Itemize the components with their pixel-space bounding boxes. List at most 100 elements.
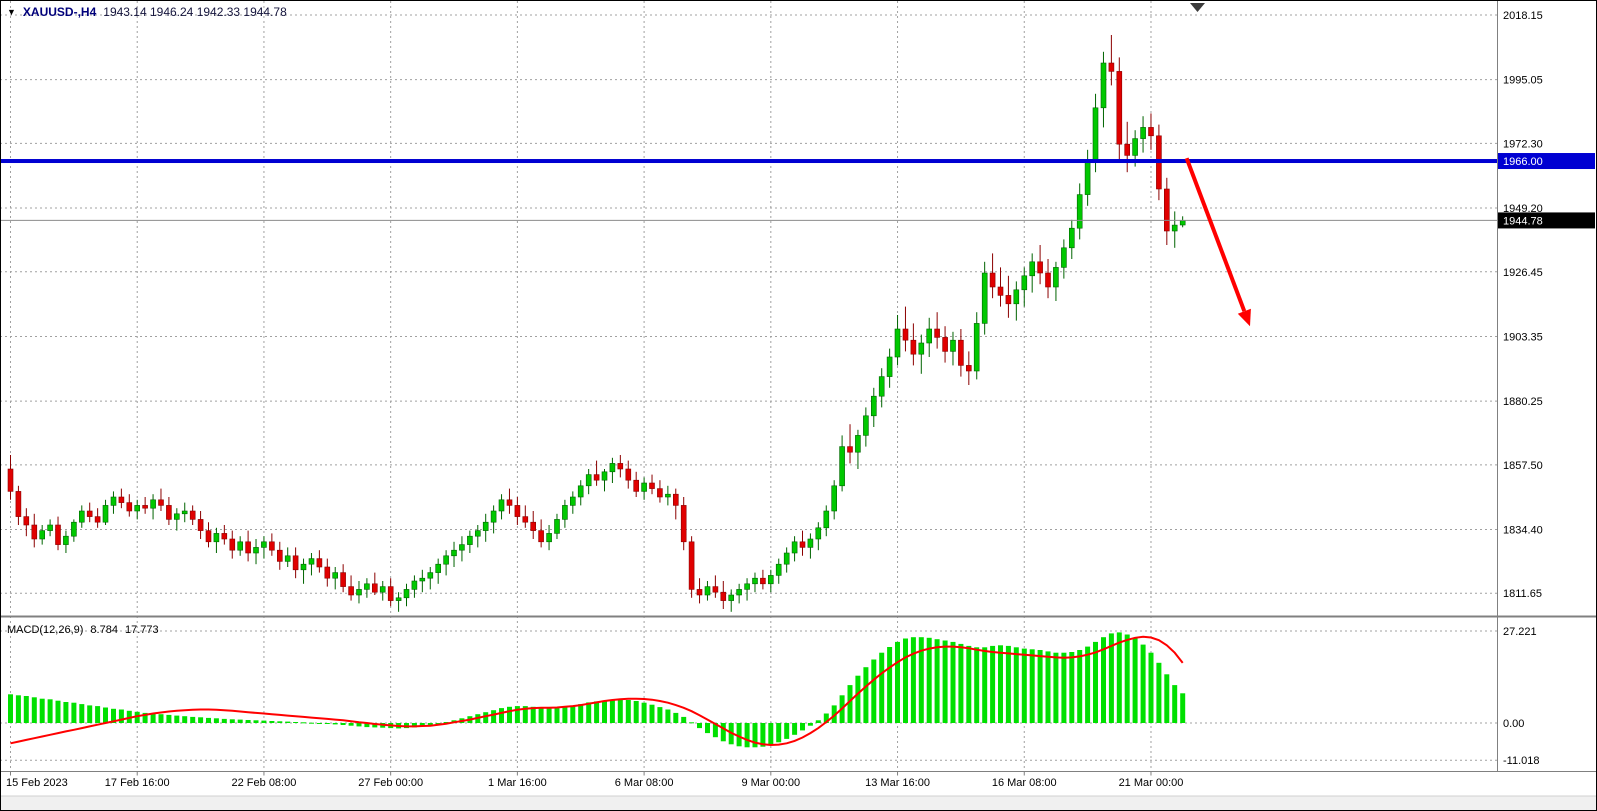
candle — [134, 499, 140, 520]
candle-body — [847, 446, 853, 453]
candle — [47, 519, 53, 537]
horizontal-line-object[interactable] — [0, 159, 1497, 164]
candle — [1179, 216, 1186, 228]
candle — [1164, 177, 1170, 245]
macd-histogram-bar — [1037, 650, 1043, 723]
macd-histogram-bar — [578, 704, 584, 723]
macd-histogram-bar — [483, 712, 489, 723]
candle — [364, 578, 370, 598]
macd-histogram-bar — [166, 714, 172, 723]
candle — [245, 530, 251, 562]
candle — [1076, 183, 1083, 240]
candle — [585, 469, 592, 495]
candle — [1013, 281, 1020, 321]
candle — [459, 536, 465, 562]
price-axis[interactable] — [1497, 0, 1597, 772]
macd-histogram-bar — [641, 702, 647, 723]
time-axis[interactable] — [0, 772, 1597, 796]
candle-body — [807, 538, 814, 548]
candle-body — [577, 485, 584, 498]
candle — [276, 541, 283, 570]
price-axis-label: 1903.35 — [1503, 331, 1543, 343]
time-axis-label: 6 Mar 08:00 — [615, 777, 674, 789]
candle — [569, 491, 576, 514]
candle-body — [720, 591, 727, 601]
candle-body — [443, 555, 449, 565]
macd-histogram-bar — [1132, 638, 1138, 723]
candle-body — [601, 471, 608, 481]
macd-histogram-bar — [958, 643, 964, 723]
candle — [815, 522, 822, 551]
candle-body — [427, 572, 434, 579]
candle — [316, 550, 323, 573]
candle-body — [672, 493, 679, 506]
candle — [205, 522, 212, 548]
candle-body — [150, 499, 156, 509]
candle — [1084, 149, 1091, 206]
candle — [736, 583, 742, 604]
candle-body — [435, 563, 442, 573]
macd-histogram-bar — [562, 707, 568, 723]
candle — [791, 536, 798, 562]
candle-body — [839, 446, 845, 487]
time-axis-label: 1 Mar 16:00 — [488, 777, 547, 789]
pane-separator[interactable] — [0, 615, 1597, 618]
candle — [197, 511, 204, 539]
macd-histogram-bar — [435, 723, 441, 724]
candle-body — [1171, 224, 1178, 232]
candle — [807, 533, 814, 559]
candle — [150, 494, 156, 520]
candle-body — [958, 339, 964, 366]
macd-histogram-bar — [1029, 649, 1035, 723]
candle-body — [934, 328, 940, 338]
candle-body — [39, 530, 46, 540]
candle — [1045, 259, 1051, 299]
chart-shift-marker[interactable] — [1190, 3, 1205, 12]
candle-body — [1037, 261, 1043, 274]
candle — [269, 533, 275, 556]
macd-histogram-bar — [673, 712, 679, 723]
macd-histogram-bar — [118, 709, 124, 723]
candle — [894, 315, 901, 366]
candle — [435, 558, 442, 584]
macd-histogram-bar — [111, 708, 116, 723]
macd-histogram-bar — [1085, 646, 1091, 723]
trend-arrow[interactable] — [1184, 157, 1251, 327]
macd-histogram-bar — [760, 723, 766, 747]
symbol-dropdown-icon[interactable]: ▼ — [7, 6, 16, 17]
candle — [284, 547, 291, 567]
macd-histogram-bar — [499, 708, 504, 723]
macd-histogram-bar — [879, 652, 885, 723]
macd-histogram-bar — [538, 707, 544, 723]
macd-histogram-bar — [443, 722, 449, 723]
candle-body — [356, 589, 362, 596]
candle-body — [696, 589, 703, 596]
candle — [15, 485, 22, 525]
candle — [609, 457, 616, 483]
candle-body — [799, 541, 806, 548]
macd-histogram-bar — [134, 711, 140, 723]
macd-histogram-bar — [31, 697, 37, 723]
macd-histogram-bar — [982, 647, 988, 723]
candle — [831, 480, 838, 520]
candle — [577, 480, 584, 506]
candle-body — [1179, 220, 1186, 226]
candle — [253, 539, 259, 565]
candle-body — [728, 594, 735, 601]
candle — [958, 329, 964, 377]
macd-histogram-bar — [554, 708, 560, 723]
candle-body — [736, 589, 742, 596]
macd-signal-line — [10, 635, 1184, 747]
macd-histogram-bar — [277, 721, 283, 723]
macd-histogram-bar — [736, 723, 742, 747]
macd-histogram-bar — [1140, 644, 1146, 723]
candle — [1124, 121, 1130, 173]
macd-histogram-bar — [903, 638, 908, 723]
macd-histogram-bar — [1005, 645, 1011, 723]
candle — [538, 519, 544, 548]
macd-main-value: 8.784 — [90, 624, 118, 636]
macd-histogram-bar — [427, 723, 433, 725]
bottom-strip — [0, 795, 1597, 811]
